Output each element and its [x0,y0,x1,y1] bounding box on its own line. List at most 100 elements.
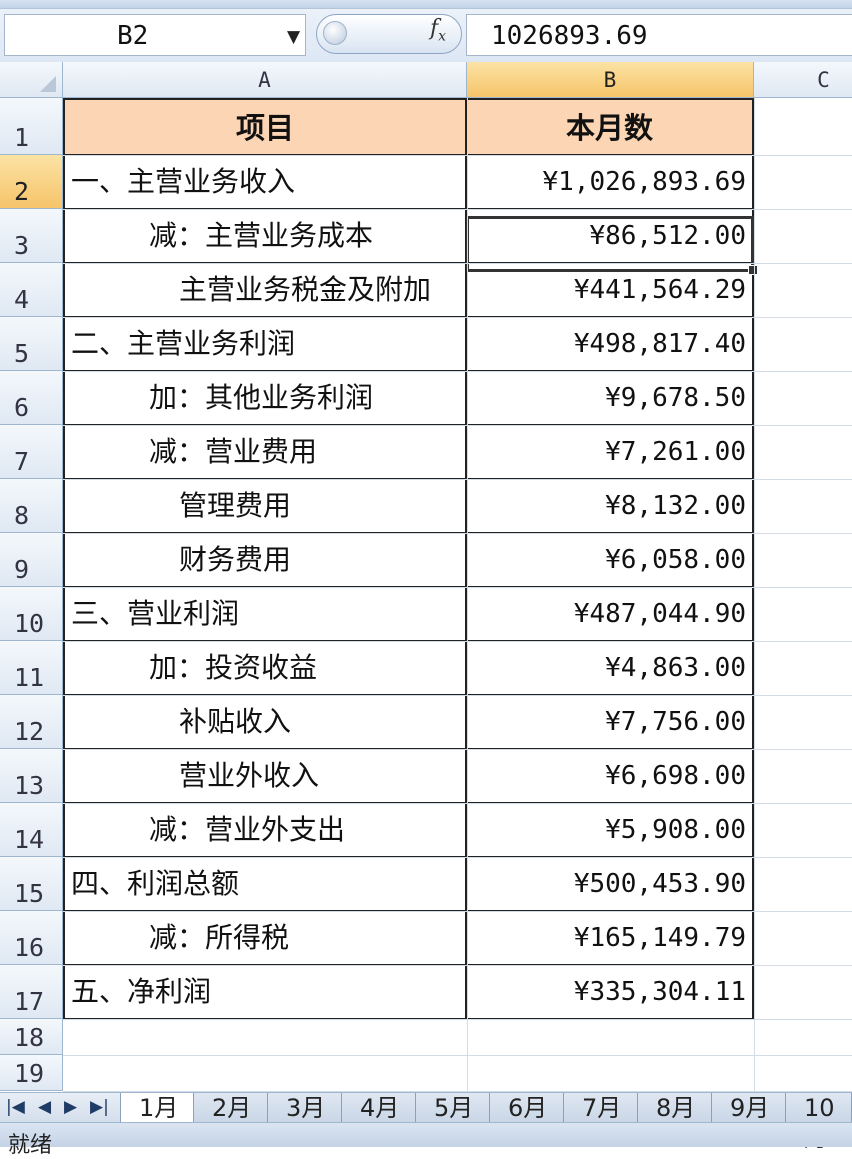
last-sheet-icon[interactable]: ▶| [90,1097,109,1117]
row-header-13[interactable]: 13 [0,749,63,803]
header-cell-item[interactable]: 项目 [63,98,467,156]
column-header-c[interactable]: C [754,62,852,98]
sheet-tab-bar: |◀ ◀ ▶ ▶| 1月2月3月4月5月6月7月8月9月10月 [0,1092,852,1152]
row-header-8[interactable]: 8 [0,479,63,533]
row-number: 3 [14,231,30,260]
sheet-tab-7[interactable]: 7月 [564,1093,638,1123]
gridline [63,695,852,696]
header-cell-amount[interactable]: 本月数 [467,98,754,156]
row-header-17[interactable]: 17 [0,965,63,1019]
status-bar: 就绪 [0,1122,852,1158]
gridline [467,98,468,1091]
amount-cell[interactable]: ¥9,678.50 [467,371,754,426]
gridline [754,98,755,1091]
row-header-12[interactable]: 12 [0,695,63,749]
amount-cell[interactable]: ¥86,512.00 [467,209,754,264]
amount-cell[interactable]: ¥335,304.11 [467,965,754,1020]
row-header-16[interactable]: 16 [0,911,63,965]
row-header-6[interactable]: 6 [0,371,63,425]
row-number: 13 [14,771,45,800]
item-cell[interactable]: 三、营业利润 [63,587,467,642]
amount-cell[interactable]: ¥500,453.90 [467,857,754,912]
gridline [63,1019,852,1020]
item-cell[interactable]: 营业外收入 [63,749,467,804]
item-cell[interactable]: 一、主营业务收入 [63,155,467,210]
next-sheet-icon[interactable]: ▶ [64,1097,78,1117]
sheet-tab-4[interactable]: 4月 [342,1093,416,1123]
sheet-tab-5[interactable]: 5月 [416,1093,490,1123]
gridline [63,533,852,534]
name-box[interactable]: B2 ▼ [4,14,306,56]
row-number: 16 [14,933,45,962]
gridline [63,371,852,372]
item-cell[interactable]: 减：所得税 [63,911,467,966]
insert-function-icon[interactable]: fx [430,16,447,45]
row-header-19[interactable]: 19 [0,1055,63,1091]
row-header-18[interactable]: 18 [0,1019,63,1055]
gridline [63,965,852,966]
select-all-button[interactable] [0,62,63,98]
row-header-9[interactable]: 9 [0,533,63,587]
row-header-4[interactable]: 4 [0,263,63,317]
amount-cell[interactable]: ¥1,026,893.69 [467,155,754,210]
item-cell[interactable]: 二、主营业务利润 [63,317,467,372]
gridline [63,749,852,750]
sheet-tab-10[interactable]: 10月 [786,1093,852,1152]
item-cell[interactable]: 减：主营业务成本 [63,209,467,264]
row-header-3[interactable]: 3 [0,209,63,263]
row-header-1[interactable]: 1 [0,98,63,155]
status-text: 就绪 [8,1133,53,1158]
name-box-value: B2 [117,21,149,51]
fill-handle[interactable] [748,265,758,275]
item-cell[interactable]: 五、净利润 [63,965,467,1020]
item-cell[interactable]: 加：其他业务利润 [63,371,467,426]
amount-cell[interactable]: ¥498,817.40 [467,317,754,372]
amount-cell[interactable]: ¥6,698.00 [467,749,754,804]
item-cell[interactable]: 减：营业费用 [63,425,467,480]
prev-sheet-icon[interactable]: ◀ [38,1097,52,1117]
amount-cell[interactable]: ¥441,564.29 [467,263,754,318]
gridline [63,155,852,156]
row-header-11[interactable]: 11 [0,641,63,695]
item-cell[interactable]: 四、利润总额 [63,857,467,912]
sheet-tab-3[interactable]: 3月 [268,1093,342,1123]
sheet-tab-1[interactable]: 1月 [120,1093,194,1123]
amount-cell[interactable]: ¥8,132.00 [467,479,754,534]
row-header-15[interactable]: 15 [0,857,63,911]
amount-cell[interactable]: ¥487,044.90 [467,587,754,642]
row-number: 9 [14,555,30,584]
gridline [63,263,852,264]
formula-input[interactable]: 1026893.69 [466,14,852,56]
row-header-2[interactable]: 2 [0,155,63,209]
first-sheet-icon[interactable]: |◀ [6,1097,25,1117]
item-cell[interactable]: 管理费用 [63,479,467,534]
row-header-10[interactable]: 10 [0,587,63,641]
row-header-7[interactable]: 7 [0,425,63,479]
item-cell[interactable]: 补贴收入 [63,695,467,750]
gridline [63,317,852,318]
column-header-b[interactable]: B [467,62,754,98]
sheet-tab-8[interactable]: 8月 [638,1093,712,1123]
gridline [63,641,852,642]
amount-cell[interactable]: ¥5,908.00 [467,803,754,858]
item-cell[interactable]: 财务费用 [63,533,467,588]
formula-bar-resize-handle[interactable] [316,14,462,54]
row-number: 11 [14,663,45,692]
item-cell[interactable]: 减：营业外支出 [63,803,467,858]
row-header-14[interactable]: 14 [0,803,63,857]
amount-cell[interactable]: ¥6,058.00 [467,533,754,588]
amount-cell[interactable]: ¥165,149.79 [467,911,754,966]
item-cell[interactable]: 加：投资收益 [63,641,467,696]
amount-cell[interactable]: ¥7,756.00 [467,695,754,750]
amount-cell[interactable]: ¥7,261.00 [467,425,754,480]
worksheet-grid[interactable]: A B C 1 2 3 4 5 6 7 8 9 10 11 12 13 14 15 16 17 18 19 项目 本月… [0,62,852,1092]
column-header-a[interactable]: A [63,62,467,98]
sheet-tab-6[interactable]: 6月 [490,1093,564,1123]
row-header-5[interactable]: 5 [0,317,63,371]
item-cell[interactable]: 主营业务税金及附加 [63,263,467,318]
chevron-down-icon[interactable]: ▼ [287,27,301,47]
row-number: 18 [14,1023,45,1052]
sheet-tab-2[interactable]: 2月 [194,1093,268,1123]
amount-cell[interactable]: ¥4,863.00 [467,641,754,696]
sheet-tab-9[interactable]: 9月 [712,1093,786,1123]
